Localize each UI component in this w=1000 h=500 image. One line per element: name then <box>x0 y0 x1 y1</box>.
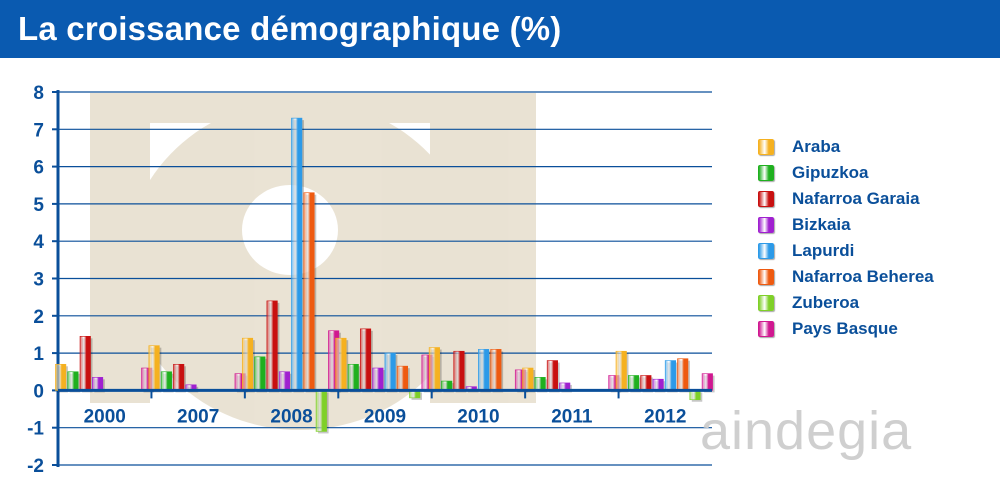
legend-swatch <box>758 139 774 155</box>
bar-nafarroa-beherea-2012 <box>677 358 689 391</box>
bar-lapurdi-2010 <box>478 349 490 391</box>
bar-nafarroa-garaia-2011 <box>546 360 558 391</box>
legend-swatch <box>758 243 774 259</box>
bar-nafarroa-garaia-2008 <box>266 300 278 391</box>
chart-legend: Araba Gipuzkoa Nafarroa Garaia Bizkaia Lapur… <box>758 134 934 342</box>
y-tick-label: 0 <box>33 381 44 402</box>
bar-lapurdi-2009 <box>384 352 396 391</box>
legend-item: Zuberoa <box>758 290 934 316</box>
y-tick-label: 7 <box>33 120 44 141</box>
legend-item: Nafarroa Beherea <box>758 264 934 290</box>
bar-araba-2000 <box>55 363 67 391</box>
x-tick-label: 2008 <box>270 406 312 427</box>
bar-gipuzkoa-2007 <box>160 371 172 391</box>
bar-nafarroa-beherea-2008 <box>303 192 315 391</box>
watermark-text: aindegia <box>700 401 913 461</box>
legend-swatch <box>758 295 774 311</box>
y-tick-label: 4 <box>33 232 44 253</box>
bar-araba-2007 <box>148 345 160 391</box>
y-tick-label: 5 <box>33 195 44 216</box>
y-tick-label: 3 <box>33 270 44 291</box>
bar-araba-2009 <box>335 337 347 391</box>
watermark-logo-left <box>90 93 150 403</box>
legend-label: Nafarroa Garaia <box>792 189 920 208</box>
bar-nafarroa-beherea-2009 <box>396 365 409 391</box>
watermark-logo <box>90 93 536 430</box>
x-tick-label: 2000 <box>84 406 126 427</box>
legend-item: Araba <box>758 134 934 160</box>
legend-item: Pays Basque <box>758 316 934 342</box>
legend-item: Bizkaia <box>758 212 934 238</box>
y-tick-label: 8 <box>33 83 44 104</box>
x-tick-label: 2011 <box>551 406 593 427</box>
bar-nafarroa-garaia-2000 <box>79 336 91 391</box>
bar-araba-2012 <box>615 350 627 391</box>
x-tick-label: 2010 <box>457 406 499 427</box>
legend-label: Lapurdi <box>792 241 855 260</box>
bar-gipuzkoa-2000 <box>67 371 79 391</box>
legend-label: Gipuzkoa <box>792 163 869 182</box>
bar-bizkaia-2012 <box>652 378 664 391</box>
bar-nafarroa-garaia-2007 <box>173 363 185 391</box>
watermark-logo-ring <box>125 100 475 430</box>
y-tick-label: -2 <box>27 456 44 477</box>
y-tick-label: 2 <box>33 307 44 328</box>
x-tick-label: 2012 <box>644 406 686 427</box>
bar-lapurdi-2008 <box>291 117 303 391</box>
legend-item: Nafarroa Garaia <box>758 186 934 212</box>
bar-bizkaia-2009 <box>372 367 384 391</box>
legend-label: Araba <box>792 137 841 156</box>
legend-swatch <box>758 191 774 207</box>
bar-nafarroa-garaia-2012 <box>640 375 652 391</box>
legend-swatch <box>758 217 774 233</box>
bar-lapurdi-2012 <box>664 360 676 391</box>
legend-item: Gipuzkoa <box>758 160 934 186</box>
y-tick-label: 6 <box>33 158 44 179</box>
bar-gipuzkoa-2008 <box>254 356 266 391</box>
page-title: La croissance démographique (%) <box>18 10 562 47</box>
x-tick-label: 2007 <box>177 406 219 427</box>
bar-nafarroa-garaia-2009 <box>359 328 372 391</box>
legend-label: Pays Basque <box>792 319 898 338</box>
header-bar: La croissance démographique (%) <box>0 0 1000 58</box>
legend-label: Bizkaia <box>792 215 851 234</box>
legend-label: Zuberoa <box>792 293 860 312</box>
y-tick-label: 1 <box>33 344 44 365</box>
bar-bizkaia-2008 <box>278 371 290 391</box>
bar-nafarroa-beherea-2010 <box>490 349 502 391</box>
x-tick-label: 2009 <box>364 406 406 427</box>
legend-label: Nafarroa Beherea <box>792 267 934 286</box>
legend-swatch <box>758 165 774 181</box>
y-tick-label: -1 <box>27 419 44 440</box>
bar-araba-2008 <box>241 337 254 391</box>
legend-item: Lapurdi <box>758 238 934 264</box>
bar-araba-2011 <box>522 367 534 391</box>
bar-araba-2010 <box>428 347 440 391</box>
bar-zuberoa-2008 <box>315 390 327 432</box>
bar-pays-basque-2012 <box>701 373 713 391</box>
bar-nafarroa-garaia-2010 <box>453 350 465 391</box>
legend-swatch <box>758 321 774 337</box>
bar-gipuzkoa-2011 <box>534 377 546 391</box>
bar-gipuzkoa-2009 <box>347 363 359 391</box>
bar-bizkaia-2000 <box>92 377 104 391</box>
bar-gipuzkoa-2012 <box>627 375 640 391</box>
legend-swatch <box>758 269 774 285</box>
